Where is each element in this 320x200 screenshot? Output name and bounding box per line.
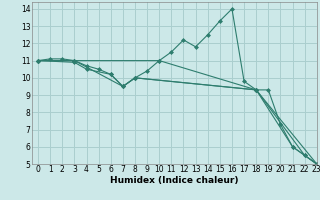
X-axis label: Humidex (Indice chaleur): Humidex (Indice chaleur) xyxy=(110,176,239,185)
